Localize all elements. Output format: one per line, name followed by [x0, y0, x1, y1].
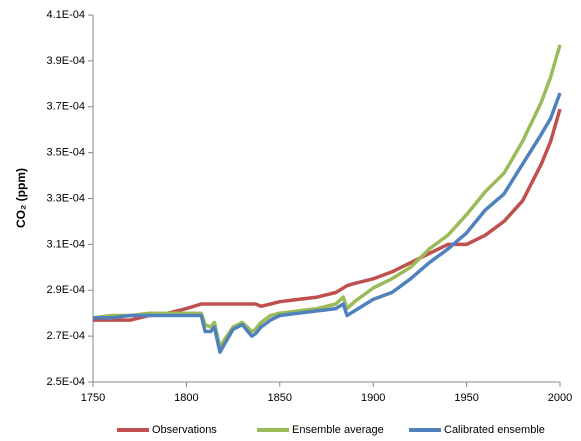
legend-label: Observations: [152, 424, 217, 436]
legend-label: Ensemble average: [292, 424, 384, 436]
y-tick-label: 2.5E-04: [46, 376, 85, 388]
y-tick-label: 3.7E-04: [46, 101, 85, 113]
series-line: [93, 92, 562, 354]
series-line: [92, 44, 562, 350]
legend-label: Calibrated ensemble: [444, 424, 545, 436]
y-axis-label: CO₂ (ppm): [14, 168, 28, 228]
y-tick-label: 2.7E-04: [46, 330, 85, 342]
x-tick-label: 1950: [454, 392, 478, 404]
x-tick-label: 1850: [268, 392, 292, 404]
y-tick-label: 3.9E-04: [46, 55, 85, 67]
y-tick-label: 3.5E-04: [46, 147, 85, 159]
y-tick-label: 2.9E-04: [46, 284, 85, 296]
series-line: [93, 108, 562, 322]
x-tick-label: 1800: [174, 392, 198, 404]
y-tick-label: 3.3E-04: [46, 192, 85, 204]
x-tick-label: 2000: [548, 392, 572, 404]
x-tick-label: 1750: [81, 392, 105, 404]
y-tick-label: 4.1E-04: [46, 9, 85, 21]
y-tick-label: 3.1E-04: [46, 238, 85, 250]
x-tick-label: 1900: [361, 392, 385, 404]
